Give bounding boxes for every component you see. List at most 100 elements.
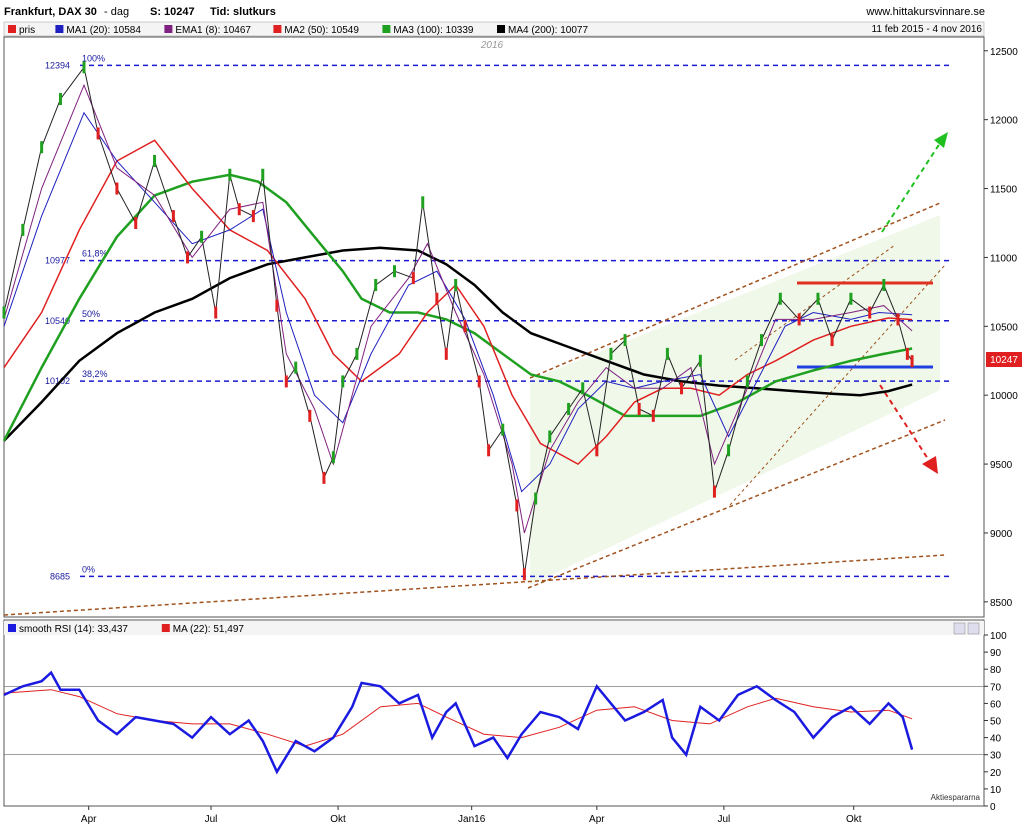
rsi-line: [3, 670, 914, 775]
price-candle-38: [534, 492, 538, 505]
price-candle-2: [40, 141, 44, 154]
price-candle-35: [501, 423, 505, 436]
price-candle-9: [171, 210, 175, 223]
legend-entry-3: MA2 (50): 10549: [284, 25, 359, 36]
rsi-tick-label-2: 20: [990, 768, 1002, 779]
close-icon[interactable]: [967, 622, 980, 635]
rsi-legend-entry-0: smooth RSI (14): 33,437: [19, 624, 128, 635]
price-candle-21: [322, 471, 326, 484]
price-candle-28: [421, 196, 425, 209]
rsi-legend-swatch-0: [8, 624, 16, 632]
price-candle-22: [331, 451, 335, 464]
rsi-tick-label-7: 70: [990, 682, 1002, 693]
rsi-panel: [3, 619, 985, 807]
price-axis: 8500 9000 9500 10000 10500 11000 11500 12000 125…: [984, 47, 1018, 609]
x-tick-label-5: Jul: [717, 814, 730, 825]
legend-bar: [3, 21, 985, 37]
price-candle-55: [797, 313, 801, 326]
price-candle-39: [548, 430, 552, 443]
y-tick-label-3: 10000: [990, 391, 1018, 402]
last-close: S: 10247: [150, 6, 195, 18]
price-candle-59: [868, 306, 872, 319]
rsi-legend-entry-1: MA (22): 51,497: [173, 624, 245, 635]
x-tick-label-3: Jan16: [458, 814, 486, 825]
price-candle-12: [214, 306, 218, 319]
fibonacci-levels: 12394 100% 10977 61,8% 10540 50% 10102 38,2% 868…: [45, 53, 950, 581]
legend-swatch-4: [382, 25, 391, 33]
price-candle-26: [393, 265, 397, 278]
fib-value-2: 10540: [45, 316, 70, 326]
zoom-icon[interactable]: [953, 622, 966, 635]
fib-pct-3: 38,2%: [82, 369, 108, 379]
up-arrow-line: [881, 136, 945, 233]
price-candle-45: [637, 402, 641, 415]
price-candle-32: [463, 320, 467, 333]
price-candle-29: [435, 292, 439, 305]
trend-channel-area: [530, 215, 940, 585]
fib-pct-4: 0%: [82, 564, 95, 574]
legend-swatch-3: [273, 25, 282, 33]
rsi-lines: [3, 670, 914, 775]
channel-upper-line: [529, 202, 941, 379]
y-tick-label-8: 12500: [990, 47, 1018, 58]
price-candle-44: [623, 334, 627, 347]
last-price-badge: [986, 352, 1022, 367]
rsi-tick-label-4: 40: [990, 734, 1002, 745]
fib-value-0: 12394: [45, 60, 70, 70]
price-candle-50: [712, 485, 716, 498]
price-candle-0: [2, 306, 6, 319]
price-candle-4: [82, 61, 86, 74]
price-candle-46: [651, 409, 655, 422]
price-candle-60: [882, 278, 886, 291]
legend-swatch-5: [497, 25, 505, 33]
price-candle-23: [341, 375, 345, 388]
price-candle-54: [778, 292, 782, 305]
rsi-axis: 0 10 20 30 40 50 60 70 80 90 100: [4, 631, 1007, 813]
legend-swatch-1: [55, 25, 64, 33]
rsi-tick-label-9: 90: [990, 648, 1002, 659]
ma20-line: [3, 111, 913, 493]
price-candle-56: [816, 292, 820, 305]
price-candle-63: [910, 355, 914, 368]
price-candle-33: [477, 375, 481, 388]
y-tick-label-5: 11000: [990, 253, 1018, 264]
chart-title: Frankfurt, DAX 30: [4, 6, 97, 18]
price-candle-53: [760, 334, 764, 347]
price-candle-49: [698, 354, 702, 367]
rsi-legend: smooth RSI (14): 33,437 MA (22): 51,497: [8, 624, 244, 635]
x-tick-label-4: Apr: [589, 814, 605, 825]
ema8-line: [3, 83, 913, 534]
legend-swatch-2: [164, 25, 173, 33]
time-mode: Tid: slutkurs: [210, 6, 276, 18]
price-candle-16: [261, 168, 265, 181]
x-tick-label-6: Okt: [846, 814, 862, 825]
rsi-tick-label-0: 0: [990, 802, 996, 813]
price-candle-57: [830, 334, 834, 347]
price-candle-62: [905, 347, 909, 360]
price-candle-10: [185, 251, 189, 264]
price-candle-14: [237, 203, 241, 216]
legend-entry-4: MA3 (100): 10339: [393, 25, 473, 36]
fib-value-4: 8685: [50, 571, 70, 581]
legend-entry-0: pris: [19, 25, 35, 36]
price-candle-6: [115, 182, 119, 195]
long-trendline: [3, 554, 946, 616]
down-arrow-head: [922, 456, 938, 474]
x-tick-label-1: Jul: [205, 814, 218, 825]
chart-period: - dag: [104, 6, 129, 18]
watermark: Aktiespararna: [931, 793, 981, 802]
price-candle-61: [896, 313, 900, 326]
price-candle-19: [294, 361, 298, 374]
ma200-line: [3, 246, 913, 442]
fib-pct-0: 100%: [82, 53, 105, 63]
rsi-tick-label-8: 80: [990, 665, 1002, 676]
rsi-tick-label-6: 60: [990, 699, 1002, 710]
price-candle-41: [581, 382, 585, 395]
trend-lines: [3, 132, 948, 616]
rsi-legend-swatch-1: [161, 624, 170, 632]
channel-lower-line: [527, 419, 946, 589]
rsi-tick-label-5: 50: [990, 717, 1002, 728]
year-label: 2016: [480, 40, 504, 51]
ma100-line: [2, 173, 913, 442]
